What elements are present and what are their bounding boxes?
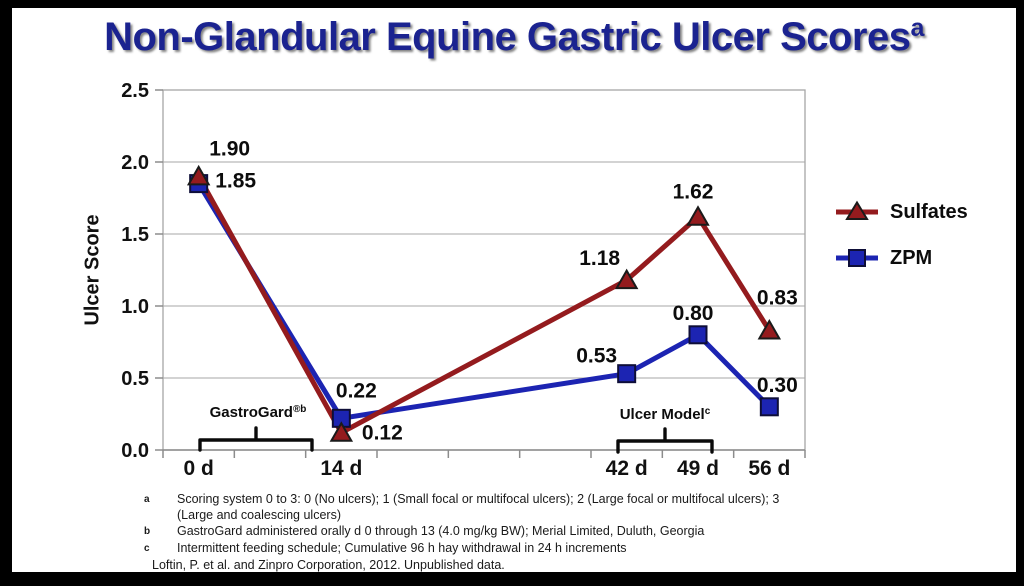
marker-triangle-sulfates-4 bbox=[757, 318, 782, 340]
slide-border-right bbox=[1016, 0, 1024, 586]
y-tick-label: 1.5 bbox=[121, 224, 149, 246]
data-label-sulfates-2: 1.18 bbox=[579, 247, 620, 270]
marker-square-zpm-4 bbox=[759, 397, 779, 417]
x-tick-label: 14 d bbox=[320, 457, 362, 480]
marker-triangle-sulfates-3 bbox=[686, 205, 710, 226]
footnote-a-text: Scoring system 0 to 3: 0 (No ulcers); 1 … bbox=[177, 492, 780, 522]
marker-square-zpm-3 bbox=[688, 325, 708, 345]
y-tick-label: 0.5 bbox=[121, 368, 149, 390]
y-axis-title: Ulcer Score bbox=[81, 214, 104, 326]
data-label-sulfates-1: 0.12 bbox=[362, 422, 403, 445]
marker-triangle-sulfates-2 bbox=[614, 268, 639, 290]
chart-legend: Sulfates ZPM bbox=[834, 199, 968, 271]
data-label-zpm-0: 1.85 bbox=[215, 170, 256, 193]
marker-triangle-sulfates-0 bbox=[186, 164, 211, 186]
page-title: Non-Glandular Equine Gastric Ulcer Score… bbox=[12, 14, 1016, 60]
slide-border-top bbox=[0, 0, 1024, 8]
data-label-zpm-1: 0.22 bbox=[336, 379, 377, 402]
source-citation: Loftin, P. et al. and Zinpro Corporation… bbox=[152, 558, 505, 572]
marker-square-zpm-2 bbox=[617, 364, 637, 384]
x-tick-label: 56 d bbox=[748, 457, 790, 480]
gastrogard-bracket bbox=[198, 426, 314, 452]
data-label-sulfates-4: 0.83 bbox=[757, 286, 798, 309]
legend-item-sulfates: Sulfates bbox=[834, 199, 968, 225]
legend-item-zpm: ZPM bbox=[834, 245, 968, 271]
footnote-a: a Scoring system 0 to 3: 0 (No ulcers); … bbox=[144, 491, 800, 523]
footnote-a-marker: a bbox=[144, 494, 150, 505]
footnote-c: c Intermittent feeding schedule; Cumulat… bbox=[144, 540, 800, 557]
legend-square-icon bbox=[836, 249, 878, 267]
footnotes: a Scoring system 0 to 3: 0 (No ulcers); … bbox=[144, 491, 800, 573]
ulcer-model-annotation-sup: c bbox=[704, 406, 711, 417]
data-label-zpm-4: 0.30 bbox=[757, 374, 798, 397]
y-tick-label: 2.5 bbox=[121, 80, 149, 102]
data-label-sulfates-0: 1.90 bbox=[209, 137, 250, 160]
legend-triangle-icon bbox=[836, 200, 878, 220]
marker-triangle-sulfates-1 bbox=[329, 421, 354, 442]
data-label-zpm-2: 0.53 bbox=[576, 345, 617, 368]
page-title-text: Non-Glandular Equine Gastric Ulcer Score… bbox=[104, 15, 911, 59]
legend-label-sulfates: Sulfates bbox=[890, 200, 968, 223]
page-title-superscript: a bbox=[910, 14, 925, 42]
footnote-b-marker: b bbox=[144, 526, 151, 537]
x-tick-label: 49 d bbox=[677, 457, 719, 480]
y-tick-label: 0.0 bbox=[121, 440, 149, 462]
y-tick-label: 2.0 bbox=[121, 152, 149, 174]
data-label-sulfates-3: 1.62 bbox=[673, 181, 714, 204]
footnote-b: b GastroGard administered orally d 0 thr… bbox=[144, 523, 800, 540]
ulcer-model-annotation-label: Ulcer Modelc bbox=[620, 406, 711, 423]
ulcer-model-bracket bbox=[616, 427, 714, 454]
slide-border-left bbox=[0, 0, 12, 586]
gastrogard-annotation-label: GastroGard®b bbox=[210, 404, 307, 421]
footnote-b-text: GastroGard administered orally d 0 throu… bbox=[177, 524, 705, 538]
slide-border-bottom bbox=[0, 572, 1024, 586]
data-label-zpm-3: 0.80 bbox=[673, 302, 714, 325]
y-tick-label: 1.0 bbox=[121, 296, 149, 318]
footnote-c-text: Intermittent feeding schedule; Cumulativ… bbox=[177, 541, 627, 555]
x-tick-label: 0 d bbox=[183, 457, 213, 480]
x-tick-label: 42 d bbox=[606, 457, 648, 480]
legend-label-zpm: ZPM bbox=[890, 246, 933, 269]
gastrogard-annotation-sup: ®b bbox=[292, 404, 307, 415]
ulcer-model-annotation-text: Ulcer Model bbox=[619, 406, 705, 423]
footnote-c-marker: c bbox=[144, 543, 150, 554]
gastrogard-annotation-text: GastroGard bbox=[209, 404, 293, 421]
